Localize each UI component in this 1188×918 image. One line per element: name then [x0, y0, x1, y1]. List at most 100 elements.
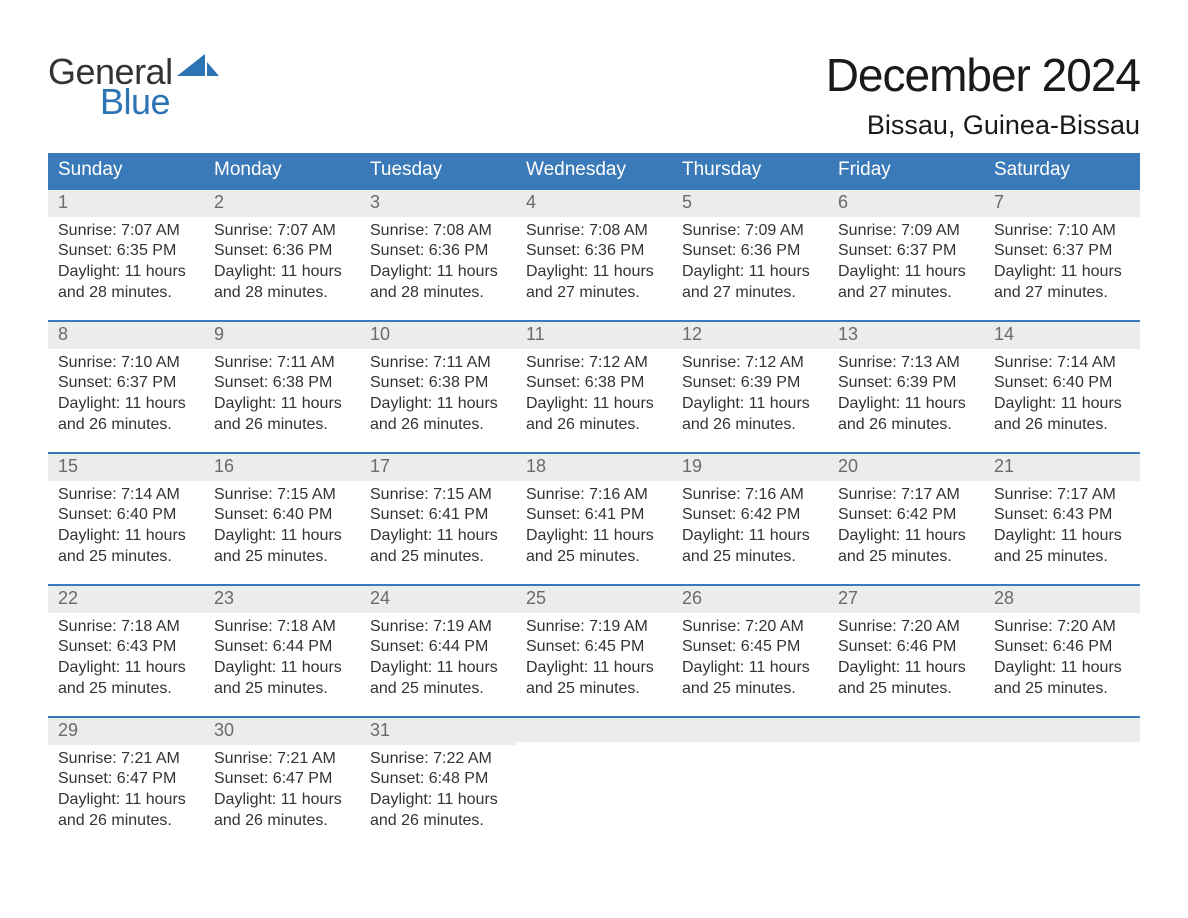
- sunset-line: Sunset: 6:40 PM: [214, 505, 350, 526]
- sail-icon: [177, 54, 219, 84]
- logo-word-blue: Blue: [100, 84, 219, 120]
- day-details: Sunrise: 7:21 AMSunset: 6:47 PMDaylight:…: [48, 745, 204, 832]
- day-details: Sunrise: 7:14 AMSunset: 6:40 PMDaylight:…: [984, 349, 1140, 436]
- day-details: Sunrise: 7:14 AMSunset: 6:40 PMDaylight:…: [48, 481, 204, 568]
- day-details: Sunrise: 7:09 AMSunset: 6:36 PMDaylight:…: [672, 217, 828, 304]
- day-number: 27: [828, 586, 984, 613]
- sunset-line: Sunset: 6:43 PM: [994, 505, 1130, 526]
- empty-day-header: [828, 718, 984, 742]
- daylight-line: Daylight: 11 hours and 25 minutes.: [58, 526, 194, 568]
- daylight-line: Daylight: 11 hours and 25 minutes.: [370, 658, 506, 700]
- day-details: Sunrise: 7:10 AMSunset: 6:37 PMDaylight:…: [984, 217, 1140, 304]
- sunrise-line: Sunrise: 7:10 AM: [994, 221, 1130, 242]
- sunset-line: Sunset: 6:46 PM: [838, 637, 974, 658]
- sunset-line: Sunset: 6:38 PM: [214, 373, 350, 394]
- day-cell: 25Sunrise: 7:19 AMSunset: 6:45 PMDayligh…: [516, 585, 672, 717]
- day-number: 8: [48, 322, 204, 349]
- empty-day-header: [516, 718, 672, 742]
- daylight-line: Daylight: 11 hours and 26 minutes.: [370, 790, 506, 832]
- sunrise-line: Sunrise: 7:11 AM: [214, 353, 350, 374]
- daylight-line: Daylight: 11 hours and 26 minutes.: [370, 394, 506, 436]
- day-cell: 28Sunrise: 7:20 AMSunset: 6:46 PMDayligh…: [984, 585, 1140, 717]
- week-row: 15Sunrise: 7:14 AMSunset: 6:40 PMDayligh…: [48, 453, 1140, 585]
- day-number: 10: [360, 322, 516, 349]
- sunset-line: Sunset: 6:47 PM: [214, 769, 350, 790]
- day-details: Sunrise: 7:18 AMSunset: 6:43 PMDaylight:…: [48, 613, 204, 700]
- daylight-line: Daylight: 11 hours and 26 minutes.: [58, 394, 194, 436]
- daylight-line: Daylight: 11 hours and 26 minutes.: [214, 790, 350, 832]
- day-number: 31: [360, 718, 516, 745]
- week-row: 8Sunrise: 7:10 AMSunset: 6:37 PMDaylight…: [48, 321, 1140, 453]
- sunrise-line: Sunrise: 7:11 AM: [370, 353, 506, 374]
- sunset-line: Sunset: 6:37 PM: [838, 241, 974, 262]
- day-details: Sunrise: 7:20 AMSunset: 6:46 PMDaylight:…: [984, 613, 1140, 700]
- daylight-line: Daylight: 11 hours and 27 minutes.: [994, 262, 1130, 304]
- sunset-line: Sunset: 6:47 PM: [58, 769, 194, 790]
- day-number: 11: [516, 322, 672, 349]
- week-row: 1Sunrise: 7:07 AMSunset: 6:35 PMDaylight…: [48, 189, 1140, 321]
- day-number: 2: [204, 190, 360, 217]
- day-cell: 31Sunrise: 7:22 AMSunset: 6:48 PMDayligh…: [360, 717, 516, 848]
- sunrise-line: Sunrise: 7:15 AM: [370, 485, 506, 506]
- daylight-line: Daylight: 11 hours and 28 minutes.: [214, 262, 350, 304]
- sunset-line: Sunset: 6:42 PM: [682, 505, 818, 526]
- sunrise-line: Sunrise: 7:07 AM: [58, 221, 194, 242]
- sunset-line: Sunset: 6:42 PM: [838, 505, 974, 526]
- daylight-line: Daylight: 11 hours and 26 minutes.: [526, 394, 662, 436]
- daylight-line: Daylight: 11 hours and 27 minutes.: [682, 262, 818, 304]
- day-number: 24: [360, 586, 516, 613]
- week-row: 29Sunrise: 7:21 AMSunset: 6:47 PMDayligh…: [48, 717, 1140, 848]
- sunrise-line: Sunrise: 7:08 AM: [370, 221, 506, 242]
- day-cell: [672, 717, 828, 848]
- daylight-line: Daylight: 11 hours and 26 minutes.: [994, 394, 1130, 436]
- day-cell: 22Sunrise: 7:18 AMSunset: 6:43 PMDayligh…: [48, 585, 204, 717]
- day-number: 9: [204, 322, 360, 349]
- week-row: 22Sunrise: 7:18 AMSunset: 6:43 PMDayligh…: [48, 585, 1140, 717]
- sunrise-line: Sunrise: 7:19 AM: [370, 617, 506, 638]
- sunrise-line: Sunrise: 7:14 AM: [58, 485, 194, 506]
- day-number: 18: [516, 454, 672, 481]
- day-cell: 12Sunrise: 7:12 AMSunset: 6:39 PMDayligh…: [672, 321, 828, 453]
- sunrise-line: Sunrise: 7:14 AM: [994, 353, 1130, 374]
- sunrise-line: Sunrise: 7:16 AM: [526, 485, 662, 506]
- day-details: Sunrise: 7:19 AMSunset: 6:44 PMDaylight:…: [360, 613, 516, 700]
- sunset-line: Sunset: 6:36 PM: [682, 241, 818, 262]
- sunrise-line: Sunrise: 7:21 AM: [58, 749, 194, 770]
- day-header: Wednesday: [516, 153, 672, 189]
- day-cell: [516, 717, 672, 848]
- daylight-line: Daylight: 11 hours and 25 minutes.: [994, 658, 1130, 700]
- day-number: 20: [828, 454, 984, 481]
- day-number: 15: [48, 454, 204, 481]
- day-cell: 4Sunrise: 7:08 AMSunset: 6:36 PMDaylight…: [516, 189, 672, 321]
- daylight-line: Daylight: 11 hours and 25 minutes.: [682, 658, 818, 700]
- day-cell: 23Sunrise: 7:18 AMSunset: 6:44 PMDayligh…: [204, 585, 360, 717]
- sunrise-line: Sunrise: 7:20 AM: [682, 617, 818, 638]
- location-subtitle: Bissau, Guinea-Bissau: [826, 110, 1140, 141]
- day-details: Sunrise: 7:11 AMSunset: 6:38 PMDaylight:…: [204, 349, 360, 436]
- day-details: Sunrise: 7:09 AMSunset: 6:37 PMDaylight:…: [828, 217, 984, 304]
- day-cell: 24Sunrise: 7:19 AMSunset: 6:44 PMDayligh…: [360, 585, 516, 717]
- day-number: 6: [828, 190, 984, 217]
- day-details: Sunrise: 7:07 AMSunset: 6:35 PMDaylight:…: [48, 217, 204, 304]
- daylight-line: Daylight: 11 hours and 26 minutes.: [214, 394, 350, 436]
- sunset-line: Sunset: 6:46 PM: [994, 637, 1130, 658]
- day-header-row: SundayMondayTuesdayWednesdayThursdayFrid…: [48, 153, 1140, 189]
- day-number: 30: [204, 718, 360, 745]
- sunset-line: Sunset: 6:38 PM: [526, 373, 662, 394]
- sunset-line: Sunset: 6:44 PM: [370, 637, 506, 658]
- sunset-line: Sunset: 6:36 PM: [370, 241, 506, 262]
- day-details: Sunrise: 7:20 AMSunset: 6:45 PMDaylight:…: [672, 613, 828, 700]
- sunrise-line: Sunrise: 7:20 AM: [994, 617, 1130, 638]
- day-header: Saturday: [984, 153, 1140, 189]
- day-number: 17: [360, 454, 516, 481]
- day-cell: 5Sunrise: 7:09 AMSunset: 6:36 PMDaylight…: [672, 189, 828, 321]
- day-details: Sunrise: 7:18 AMSunset: 6:44 PMDaylight:…: [204, 613, 360, 700]
- sunrise-line: Sunrise: 7:09 AM: [682, 221, 818, 242]
- day-cell: 10Sunrise: 7:11 AMSunset: 6:38 PMDayligh…: [360, 321, 516, 453]
- calendar-page: General Blue December 2024 Bissau, Guine…: [0, 0, 1188, 848]
- day-cell: 13Sunrise: 7:13 AMSunset: 6:39 PMDayligh…: [828, 321, 984, 453]
- day-details: Sunrise: 7:17 AMSunset: 6:43 PMDaylight:…: [984, 481, 1140, 568]
- sunrise-line: Sunrise: 7:18 AM: [214, 617, 350, 638]
- daylight-line: Daylight: 11 hours and 26 minutes.: [838, 394, 974, 436]
- sunrise-line: Sunrise: 7:18 AM: [58, 617, 194, 638]
